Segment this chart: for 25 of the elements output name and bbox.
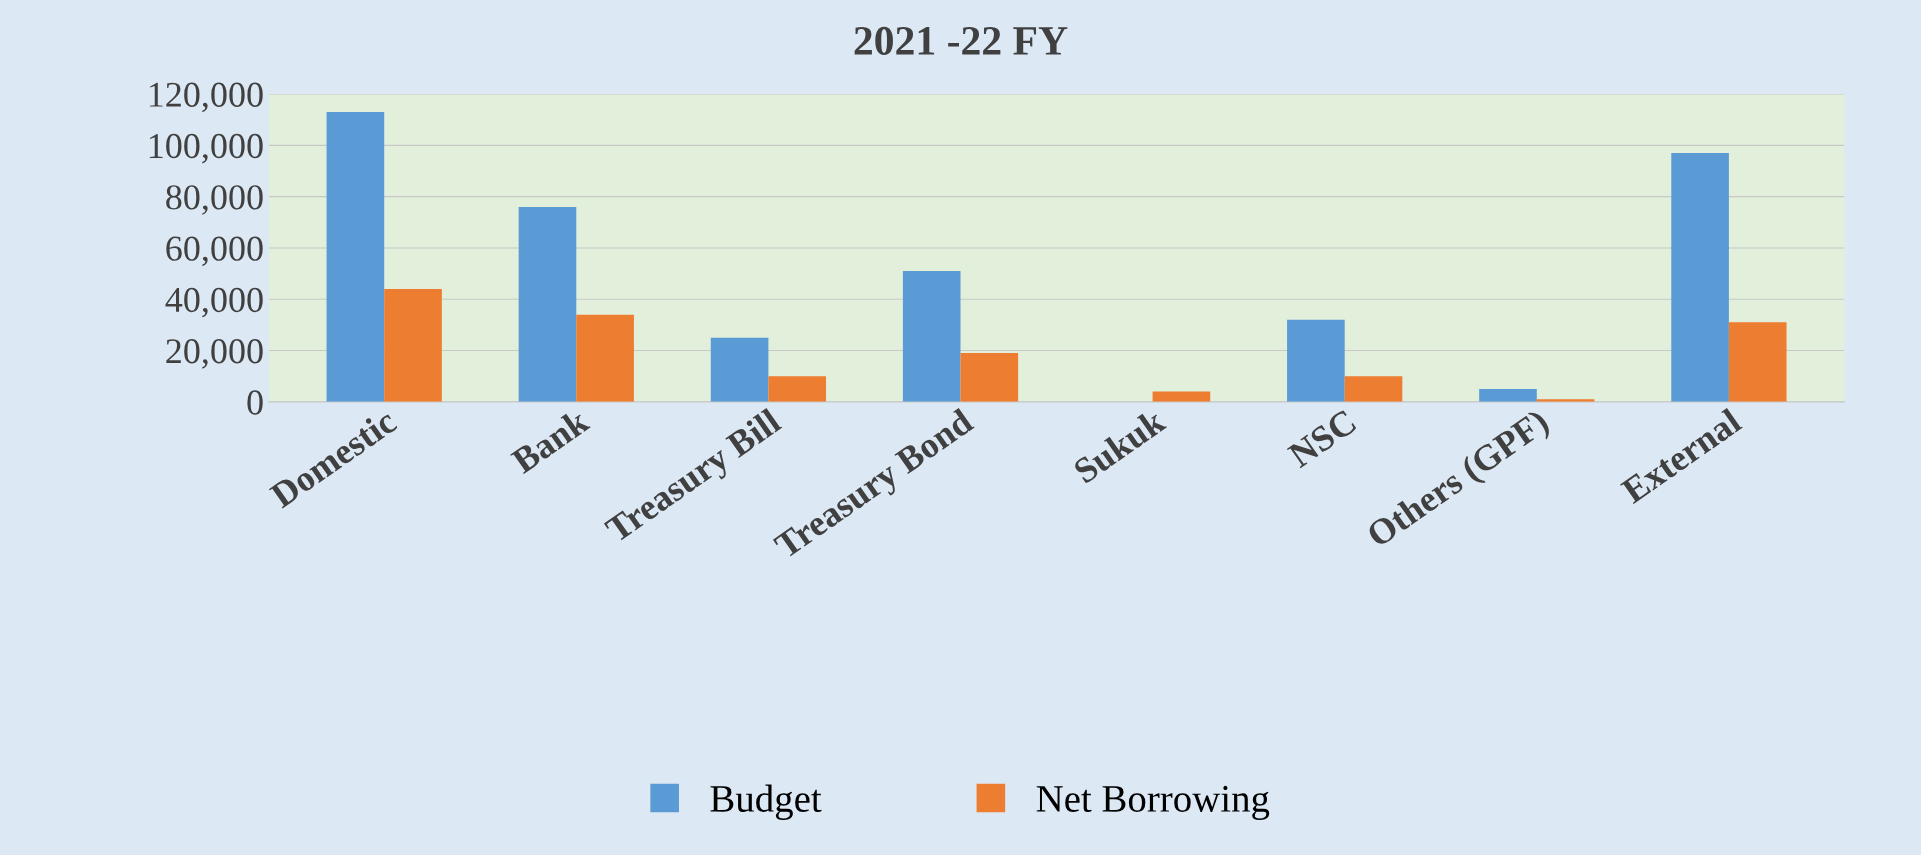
- x-tick-label: NSC: [1286, 409, 1358, 469]
- y-tick-label: 100,000: [149, 133, 263, 164]
- chart-title: 2021 -22 FY: [854, 26, 1068, 55]
- y-tick-label: 120,000: [149, 82, 263, 113]
- y-tick-label: 60,000: [166, 236, 263, 267]
- bar: [326, 112, 385, 402]
- bar: [710, 337, 769, 402]
- legend-label: Net Borrowing: [1036, 785, 1270, 820]
- bar: [768, 376, 827, 402]
- y-tick-label: 40,000: [165, 287, 263, 318]
- y-tick-label: 20,000: [166, 339, 263, 369]
- x-tick-label: Bank: [509, 406, 591, 475]
- bar: [384, 288, 442, 402]
- bar: [1671, 153, 1729, 402]
- bar: [1479, 389, 1537, 402]
- bar: [1287, 319, 1345, 402]
- legend-label: Budget: [710, 784, 822, 820]
- bar: [960, 353, 1019, 402]
- bar: [902, 271, 961, 402]
- bar: [518, 206, 577, 402]
- bar: [1728, 322, 1787, 402]
- y-tick-label: 80,000: [166, 185, 263, 215]
- y-tick-label: 0: [247, 390, 263, 415]
- bar: [576, 314, 634, 402]
- bar: [1344, 376, 1403, 402]
